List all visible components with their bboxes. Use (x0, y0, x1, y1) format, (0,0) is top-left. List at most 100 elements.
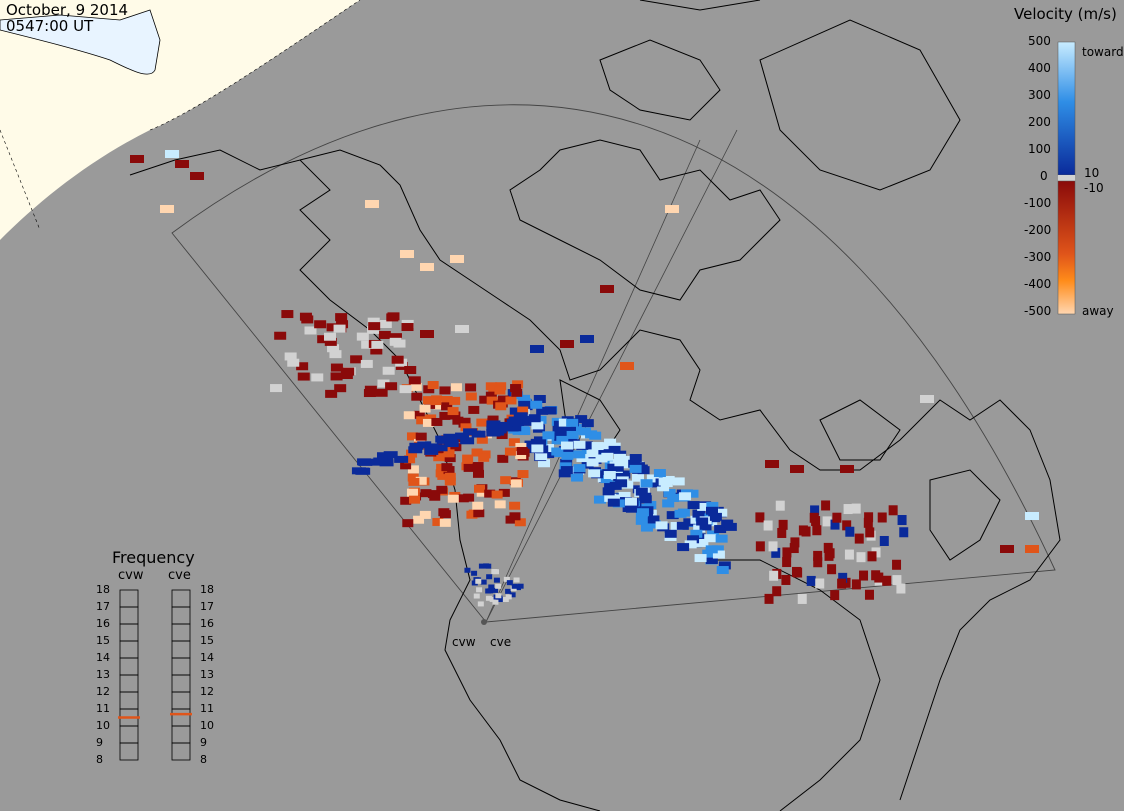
velocity-cell (676, 521, 689, 530)
velocity-cell (679, 492, 692, 501)
velocity-cell (408, 477, 420, 486)
frequency-cell (171, 725, 191, 744)
velocity-cell (697, 502, 710, 511)
velocity-cell (768, 541, 778, 552)
frequency-cell (171, 623, 191, 642)
velocity-cell (400, 461, 412, 470)
site-label-cvw: cvw (452, 635, 476, 649)
velocity-cell (1025, 545, 1039, 553)
velocity-cell (813, 550, 823, 561)
velocity-cell (705, 506, 718, 515)
velocity-cell (635, 487, 648, 496)
velocity-cell (406, 449, 418, 458)
velocity-cell (566, 430, 579, 439)
velocity-cell (867, 551, 877, 562)
colorbar-tick-label: -300 (1024, 250, 1052, 264)
velocity-cell (845, 526, 855, 537)
velocity-cell (389, 337, 402, 346)
velocity-cell (815, 578, 825, 589)
frequency-tick-label: 12 (200, 685, 214, 698)
colorbar-tick-label: -500 (1024, 304, 1052, 318)
velocity-cell (408, 446, 423, 454)
velocity-cell (687, 535, 700, 544)
velocity-cell (769, 570, 779, 581)
velocity-cell (851, 579, 861, 590)
velocity-cell (510, 384, 522, 393)
velocity-cell (615, 479, 628, 488)
velocity-cell (530, 400, 543, 409)
velocity-cell (274, 331, 287, 340)
velocity-cell (778, 519, 788, 530)
velocity-cell (607, 498, 620, 507)
velocity-cell (495, 583, 502, 589)
frequency-tick-label: 17 (200, 600, 214, 613)
velocity-cell (882, 575, 892, 586)
velocity-cell (304, 326, 317, 335)
velocity-cell (604, 493, 617, 502)
velocity-cell (281, 310, 294, 319)
frequency-cell (171, 691, 191, 710)
velocity-cell (864, 589, 874, 600)
colorbar-tick-label: -400 (1024, 277, 1052, 291)
velocity-cell (386, 313, 399, 322)
velocity-cell (588, 469, 601, 478)
velocity-cell (877, 512, 887, 523)
velocity-cell (480, 579, 487, 585)
frequency-tick-label: 9 (96, 736, 103, 749)
day-side-coast (0, 9, 161, 75)
velocity-cell (400, 250, 414, 258)
velocity-cell (450, 255, 464, 263)
velocity-cell (420, 489, 432, 498)
velocity-cell (563, 425, 576, 434)
velocity-cell (424, 443, 439, 451)
colorbar-away-label: away (1082, 304, 1114, 318)
velocity-cell (401, 323, 414, 332)
velocity-cell (524, 445, 537, 454)
velocity-cell (389, 333, 402, 342)
frequency-cell (171, 742, 191, 761)
velocity-cell (702, 549, 715, 558)
velocity-cell (621, 480, 634, 489)
radar-site-marker (481, 619, 487, 625)
velocity-cell (475, 578, 482, 584)
velocity-cell (450, 383, 462, 392)
velocity-cell (897, 515, 907, 526)
velocity-cells (130, 150, 1039, 607)
velocity-cell (478, 563, 485, 569)
velocity-cell (465, 392, 477, 401)
radar-label-cvw: cvw (118, 568, 144, 583)
velocity-cell (427, 381, 439, 390)
velocity-cell (489, 596, 496, 602)
velocity-cell (444, 454, 456, 463)
velocity-cell (351, 467, 366, 475)
velocity-cell (488, 584, 495, 590)
velocity-cell (665, 205, 679, 213)
velocity-cell (391, 355, 404, 364)
velocity-cell (558, 418, 571, 427)
velocity-cell (463, 493, 475, 502)
velocity-cell (491, 490, 503, 499)
velocity-cell (515, 442, 527, 451)
velocity-cell (888, 505, 898, 516)
frequency-cell (119, 640, 139, 659)
velocity-cell (683, 518, 696, 527)
velocity-cell (447, 407, 459, 416)
velocity-cell (175, 160, 189, 168)
velocity-cell (420, 263, 434, 271)
velocity-cell (477, 601, 484, 607)
velocity-cell (417, 441, 432, 449)
velocity-cell (530, 345, 544, 353)
velocity-cell (443, 449, 455, 458)
velocity-cell (715, 508, 728, 517)
velocity-cell (711, 545, 724, 554)
velocity-cell (600, 475, 613, 484)
frequency-tick-label: 13 (96, 668, 110, 681)
velocity-cell (566, 418, 579, 427)
colorbar-tick-label: -10 (1084, 181, 1104, 195)
velocity-cell (360, 359, 373, 368)
velocity-cell (809, 512, 819, 523)
velocity-cell (573, 450, 586, 459)
velocity-cell (531, 421, 544, 430)
colorbar-tick-label: 300 (1028, 88, 1051, 102)
colorbar-tick-label: -100 (1024, 196, 1052, 210)
